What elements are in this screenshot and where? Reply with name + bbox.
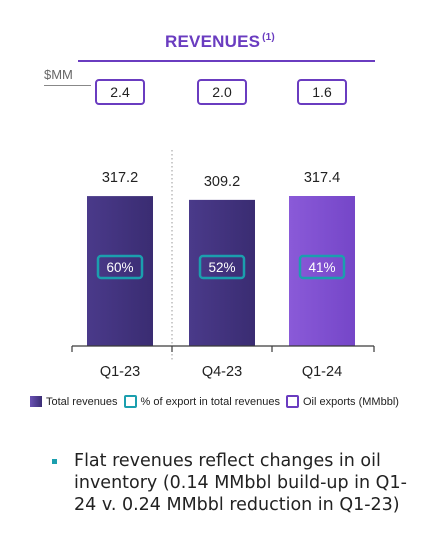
bullet-marker: [52, 459, 57, 464]
export-pct-box: [96, 254, 144, 280]
note-bullet: Flat revenues reflect changes in oil inv…: [52, 450, 412, 516]
export-pct-value: 52%: [208, 260, 235, 275]
legend: Total revenues % of export in total reve…: [30, 395, 440, 408]
x-tick-label: Q4-23: [202, 364, 242, 380]
note-text: Flat revenues reflect changes in oil inv…: [74, 451, 407, 515]
oil-export-value: 1.6: [312, 84, 332, 100]
export-pct-box: [198, 254, 246, 280]
legend-pct: % of export in total revenues: [123, 395, 280, 408]
oil-export-value: 2.0: [212, 84, 232, 100]
x-tick-label: Q1-24: [302, 364, 342, 380]
oil-export-box: [95, 79, 145, 105]
chart-title-footnote: (1): [262, 32, 275, 43]
legend-oil-label: Oil exports (MMbbl): [302, 395, 399, 408]
legend-total-swatch: [30, 396, 42, 407]
export-pct-box: [298, 254, 346, 280]
chart-title-text: REVENUES: [165, 32, 261, 51]
legend-total: Total revenues: [30, 396, 118, 408]
revenue-value-label: 317.4: [304, 170, 340, 186]
title-underline: [78, 60, 375, 62]
legend-oil-swatch: [285, 395, 299, 408]
revenue-value-label: 317.2: [102, 170, 138, 186]
oil-export-value: 2.4: [110, 84, 130, 100]
export-pct-value: 41%: [308, 260, 335, 275]
revenue-bar-chart: 2.4 2.0 1.6 317.2 60% 309.2 52% 317.4 41% Q1-23 Q4…: [71, 79, 375, 380]
export-pct-value: 60%: [106, 260, 133, 275]
legend-oil: Oil exports (MMbbl): [285, 395, 399, 408]
oil-export-box: [297, 79, 347, 105]
oil-export-box: [197, 79, 247, 105]
legend-pct-swatch: [123, 395, 137, 408]
x-tick-label: Q1-23: [100, 364, 140, 380]
legend-total-label: Total revenues: [46, 395, 118, 408]
legend-pct-label: % of export in total revenues: [140, 395, 280, 408]
chart-title: REVENUES (1): [0, 32, 440, 52]
unit-label: $MM: [44, 67, 73, 82]
revenue-value-label: 309.2: [204, 174, 240, 190]
unit-underline: [44, 85, 91, 86]
